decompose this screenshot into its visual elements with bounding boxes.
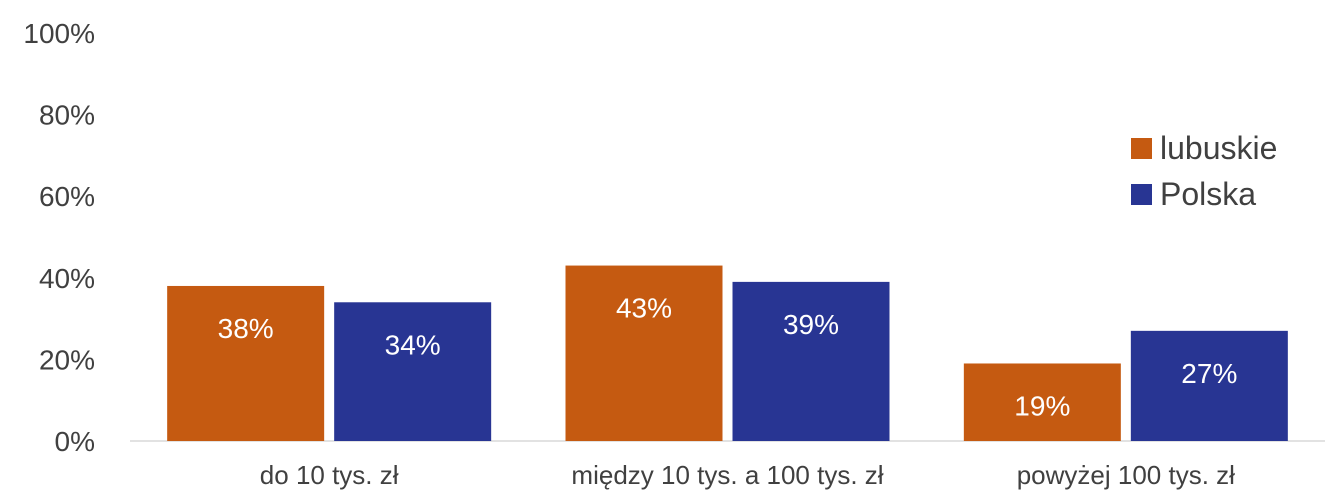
data-label: 34%	[385, 329, 441, 360]
x-axis-categories: do 10 tys. zł między 10 tys. a 100 tys. z…	[260, 460, 1235, 490]
bar-polska-1	[732, 281, 890, 441]
y-tick-label: 60%	[39, 181, 95, 212]
bars: 38% 34% 43% 39% 19% 27%	[167, 265, 1288, 441]
bar-polska-2	[1130, 330, 1288, 441]
data-label: 43%	[616, 293, 672, 324]
y-tick-label: 80%	[39, 100, 95, 131]
bar-lubuskie-0	[167, 285, 325, 441]
y-tick-label: 40%	[39, 263, 95, 294]
data-label: 38%	[218, 313, 274, 344]
x-category-label: między 10 tys. a 100 tys. zł	[571, 460, 883, 490]
legend: lubuskie Polska	[1131, 130, 1277, 212]
y-tick-label: 20%	[39, 344, 95, 375]
y-tick-label: 100%	[23, 18, 95, 49]
x-category-label: do 10 tys. zł	[260, 460, 399, 490]
legend-label: lubuskie	[1160, 130, 1277, 166]
data-label: 27%	[1181, 358, 1237, 389]
y-axis-ticks: 0% 20% 40% 60% 80% 100%	[23, 18, 95, 457]
legend-swatch	[1131, 138, 1152, 159]
legend-swatch	[1131, 184, 1152, 205]
legend-label: Polska	[1160, 176, 1256, 212]
y-tick-label: 0%	[55, 426, 95, 457]
data-label: 39%	[783, 309, 839, 340]
bar-lubuskie-1	[565, 265, 723, 441]
bar-polska-0	[334, 302, 492, 441]
data-label: 19%	[1014, 390, 1070, 421]
x-category-label: powyżej 100 tys. zł	[1017, 460, 1235, 490]
bar-lubuskie-2	[963, 363, 1121, 441]
